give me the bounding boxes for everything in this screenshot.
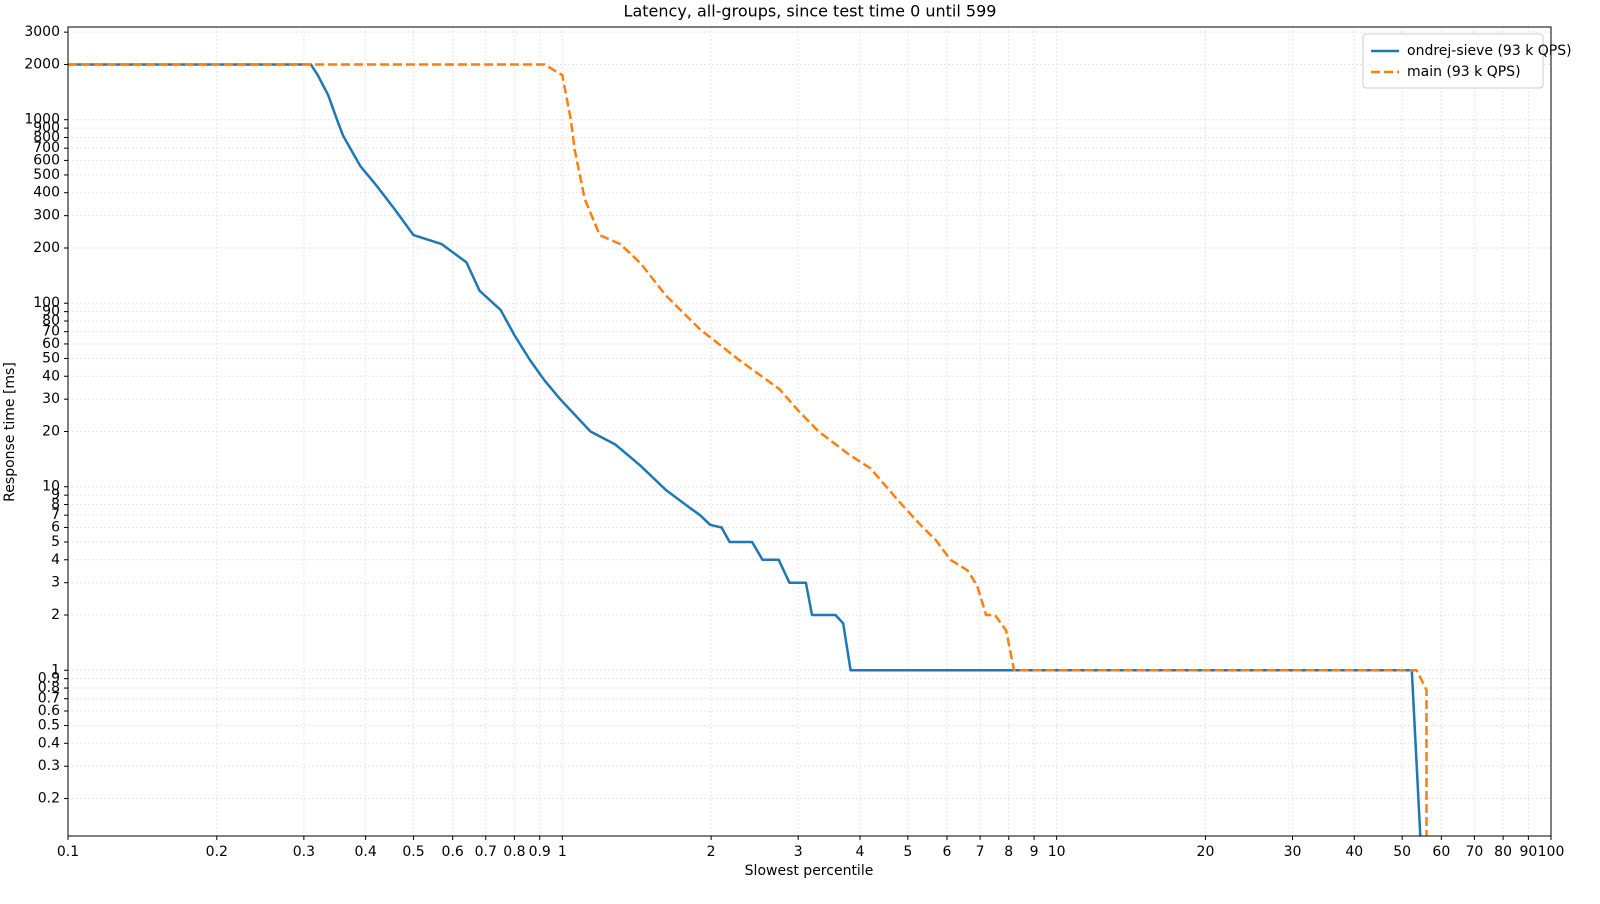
- y-tick-label: 1: [51, 662, 60, 678]
- x-tick-label: 50: [1393, 844, 1411, 860]
- x-tick-label: 7: [976, 844, 985, 860]
- x-tick-label: 80: [1494, 844, 1512, 860]
- legend: ondrej-sieve (93 k QPS) main (93 k QPS): [1362, 33, 1572, 89]
- x-tick-label: 0.5: [402, 844, 424, 860]
- x-tick-label: 0.8: [503, 844, 525, 860]
- y-tick-label: 800: [33, 129, 60, 145]
- x-tick-label: 5: [903, 844, 912, 860]
- y-tick-label: 200: [33, 240, 60, 256]
- legend-label: ondrej-sieve (93 k QPS): [1407, 43, 1572, 59]
- y-tick-label: 60: [42, 336, 60, 352]
- legend-box: [1362, 33, 1544, 89]
- x-tick-label: 100: [1538, 844, 1565, 860]
- x-tick-label: 0.3: [293, 844, 315, 860]
- x-tick-label: 10: [1048, 844, 1066, 860]
- y-tick-label: 10: [42, 479, 60, 495]
- y-axis-label: Response time [ms]: [2, 362, 18, 502]
- y-tick-label: 7: [51, 507, 60, 523]
- chart-title: Latency, all-groups, since test time 0 u…: [624, 2, 997, 21]
- x-tick-label: 0.4: [354, 844, 376, 860]
- x-tick-label: 0.2: [206, 844, 228, 860]
- x-tick-label: 0.6: [442, 844, 464, 860]
- y-tick-label: 600: [33, 152, 60, 168]
- x-tick-label: 8: [1004, 844, 1013, 860]
- plot-area: [68, 63, 1428, 837]
- y-tick-label: 50: [42, 350, 60, 366]
- y-tick-label: 400: [33, 185, 60, 201]
- y-tick-label: 0.7: [38, 691, 60, 707]
- grid: [67, 27, 1552, 836]
- x-tick-label: 6: [943, 844, 952, 860]
- y-tick-label: 40: [42, 368, 60, 384]
- y-tick-label: 80: [42, 313, 60, 329]
- y-tick-label: 90: [42, 304, 60, 320]
- x-tick-label: 60: [1432, 844, 1450, 860]
- y-tick-label: 1000: [24, 112, 60, 128]
- y-tick-label: 9: [51, 487, 60, 503]
- series-line: [68, 63, 1428, 836]
- x-tick-label: 90: [1519, 844, 1537, 860]
- y-tick-label: 0.6: [38, 703, 60, 719]
- x-tick-label: 3: [794, 844, 803, 860]
- x-tick-label: 30: [1284, 844, 1302, 860]
- x-tick-label: 40: [1345, 844, 1363, 860]
- y-tick-label: 3000: [24, 24, 60, 40]
- y-tick-label: 0.3: [38, 758, 60, 774]
- y-tick-label: 0.4: [38, 735, 60, 751]
- x-tick-label: 4: [855, 844, 864, 860]
- y-tick-label: 0.2: [38, 791, 60, 807]
- y-tick-label: 0.8: [38, 680, 60, 696]
- y-tick-label: 900: [33, 120, 60, 136]
- x-tick-label: 2: [707, 844, 716, 860]
- x-tick-label: 70: [1466, 844, 1484, 860]
- x-tick-label: 1: [558, 844, 567, 860]
- x-tick-label: 0.9: [529, 844, 551, 860]
- y-tick-label: 700: [33, 140, 60, 156]
- y-tick-label: 2000: [24, 56, 60, 72]
- y-tick-label: 5: [51, 534, 60, 550]
- x-tick-label: 0.7: [475, 844, 497, 860]
- y-tick-label: 500: [33, 167, 60, 183]
- y-tick-label: 6: [51, 519, 60, 535]
- y-tick-label: 0.5: [38, 718, 60, 734]
- y-tick-label: 100: [33, 295, 60, 311]
- series-line: [68, 63, 1422, 837]
- y-tick-label: 20: [42, 424, 60, 440]
- x-tick-label: 9: [1030, 844, 1039, 860]
- y-tick-label: 4: [51, 552, 60, 568]
- x-axis-label: Slowest percentile: [745, 863, 874, 879]
- y-tick-label: 8: [51, 497, 60, 513]
- y-tick-label: 70: [42, 324, 60, 340]
- y-tick-label: 30: [42, 391, 60, 407]
- x-tick-label: 20: [1197, 844, 1215, 860]
- legend-label: main (93 k QPS): [1407, 64, 1521, 80]
- y-tick-label: 300: [33, 208, 60, 224]
- x-tick-label: 0.1: [57, 844, 79, 860]
- y-tick-label: 3: [51, 575, 60, 591]
- y-tick-label: 0.9: [38, 671, 60, 687]
- y-tick-label: 2: [51, 607, 60, 623]
